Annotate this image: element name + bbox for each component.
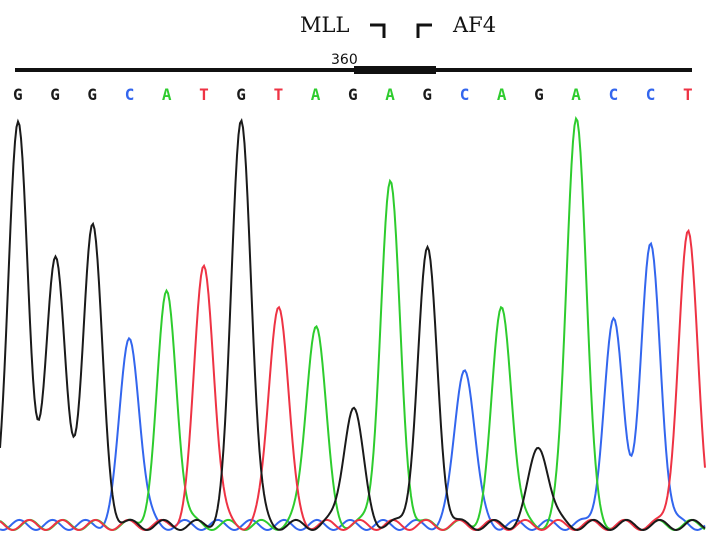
base-call-19: T bbox=[683, 85, 693, 104]
base-call-13: C bbox=[460, 85, 470, 104]
fusion-region-bar bbox=[354, 66, 436, 74]
mll-gene-label: MLL bbox=[300, 13, 349, 37]
base-call-11: A bbox=[385, 85, 395, 104]
base-call-17: C bbox=[609, 85, 619, 104]
position-label: 360 bbox=[331, 52, 358, 68]
base-call-16: A bbox=[571, 85, 581, 104]
base-call-9: A bbox=[311, 85, 321, 104]
base-call-8: T bbox=[274, 85, 284, 104]
base-call-7: G bbox=[236, 85, 246, 104]
base-call-15: G bbox=[534, 85, 544, 104]
base-call-14: A bbox=[497, 85, 507, 104]
trace-c bbox=[0, 241, 706, 532]
sequence-bar bbox=[15, 68, 692, 72]
trace-g bbox=[0, 118, 706, 532]
base-call-1: G bbox=[13, 85, 23, 104]
trace-lines bbox=[0, 115, 706, 532]
base-call-18: C bbox=[646, 85, 656, 104]
base-call-6: T bbox=[199, 85, 209, 104]
af4-breakpoint-bracket-icon bbox=[416, 23, 432, 38]
trace-t bbox=[0, 228, 706, 532]
base-call-10: G bbox=[348, 85, 358, 104]
mll-breakpoint-bracket-icon bbox=[370, 23, 386, 38]
base-call-3: G bbox=[87, 85, 97, 104]
base-call-2: G bbox=[50, 85, 60, 104]
af4-gene-label: AF4 bbox=[452, 13, 496, 37]
base-call-5: A bbox=[162, 85, 172, 104]
base-call-4: C bbox=[125, 85, 135, 104]
base-call-12: G bbox=[422, 85, 432, 104]
